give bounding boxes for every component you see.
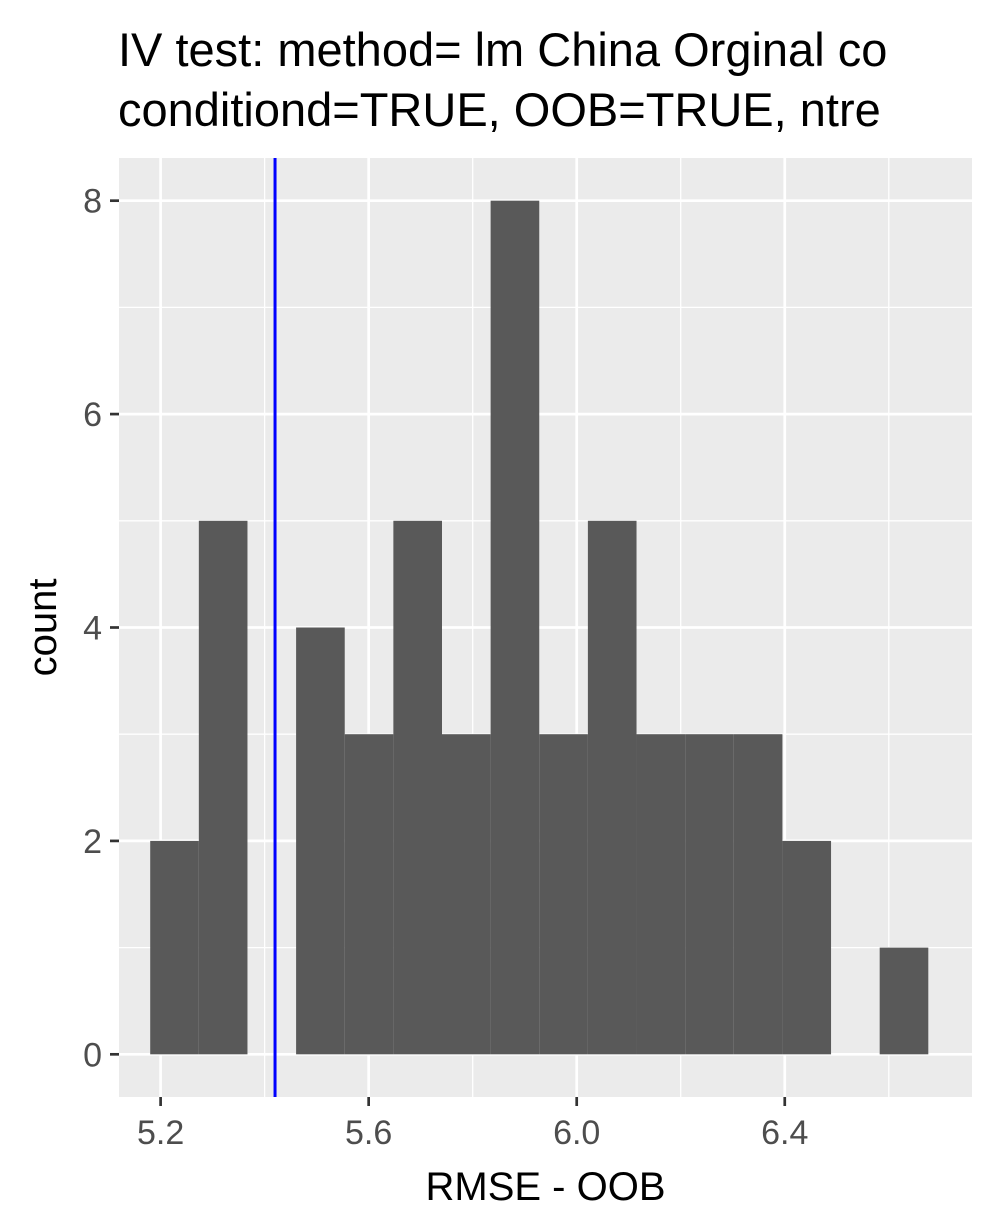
histogram-bars <box>150 200 929 1055</box>
histogram-bar <box>150 840 199 1055</box>
y-axis-tick-labels: 0 2 4 6 8 <box>83 183 102 1075</box>
histogram-bar <box>879 947 929 1055</box>
x-axis-title: RMSE - OOB <box>425 1165 665 1209</box>
histogram-bar <box>636 734 686 1055</box>
histogram-bar <box>733 734 783 1055</box>
histogram-bar <box>782 840 832 1055</box>
histogram-bar <box>296 627 345 1055</box>
y-axis-title: count <box>21 579 65 677</box>
x-tick-label: 5.6 <box>345 1114 392 1152</box>
histogram-bar <box>393 520 442 1055</box>
y-tick-label: 4 <box>83 610 102 648</box>
chart-title-line-1: IV test: method= lm China Orginal co <box>118 23 888 76</box>
x-tick-label: 5.2 <box>137 1114 184 1152</box>
chart-title-line-2: conditiond=TRUE, OOB=TRUE, ntre <box>118 83 881 136</box>
x-axis-tick-labels: 5.2 5.6 6.0 6.4 <box>137 1114 808 1152</box>
y-tick-label: 8 <box>83 183 102 221</box>
histogram-bar <box>441 734 491 1055</box>
histogram-bar <box>198 520 248 1055</box>
y-tick-label: 6 <box>83 396 102 434</box>
x-tick-label: 6.0 <box>553 1114 600 1152</box>
histogram-bar <box>490 200 540 1055</box>
histogram-bar <box>539 734 588 1055</box>
y-tick-label: 2 <box>83 823 102 861</box>
axis-ticks <box>110 199 787 1106</box>
histogram-bar <box>685 734 734 1055</box>
histogram-bar <box>587 520 637 1055</box>
y-tick-label: 0 <box>83 1036 102 1074</box>
histogram-bar <box>344 734 394 1055</box>
x-tick-label: 6.4 <box>761 1114 808 1152</box>
